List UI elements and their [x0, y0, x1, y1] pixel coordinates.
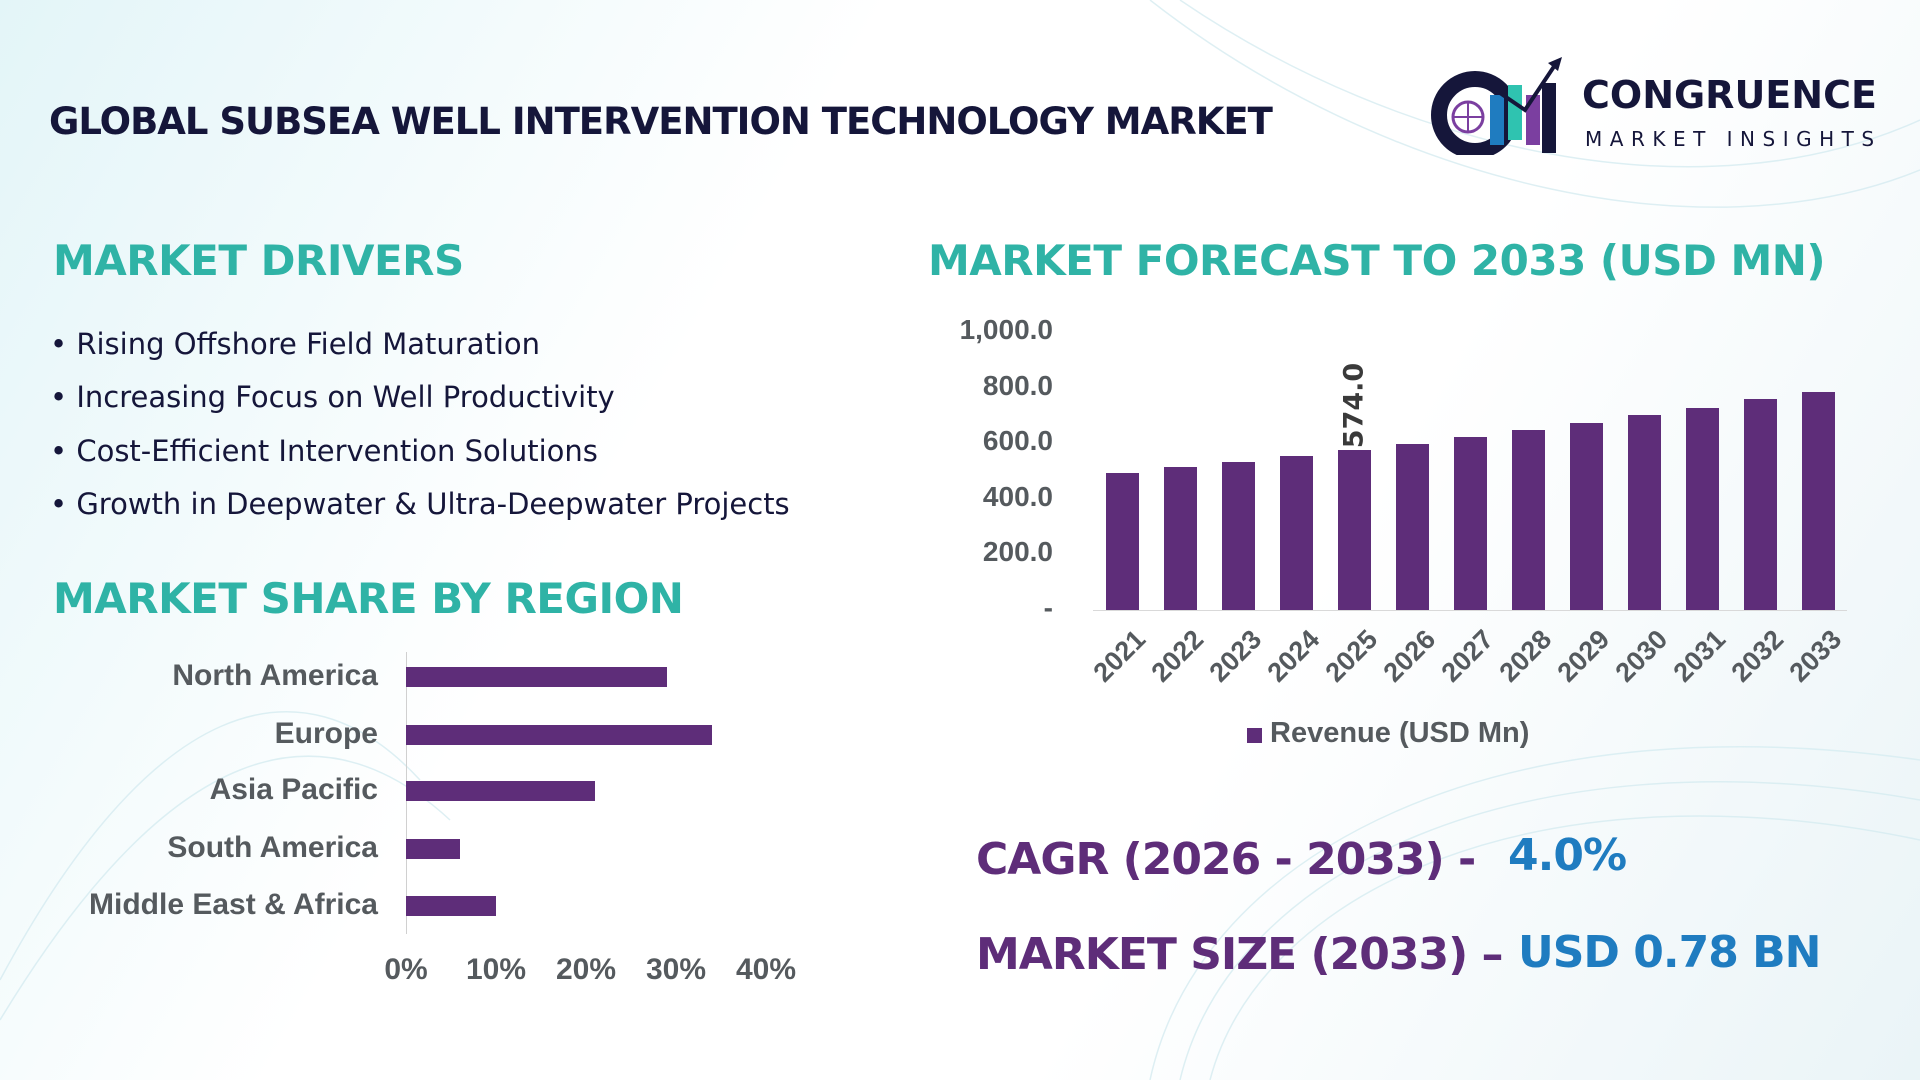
- forecast-bar: [1279, 455, 1313, 610]
- forecast-bar: [1627, 414, 1661, 610]
- data-label: 574.0: [1338, 363, 1370, 449]
- logo-name: CONGRUENCE: [1582, 73, 1877, 117]
- market-size-label: MARKET SIZE (2033) –: [976, 929, 1504, 980]
- x-tick-label: 0%: [384, 953, 428, 986]
- region-label: Middle East & Africa: [89, 888, 378, 921]
- forecast-heading: MARKET FORECAST TO 2033 (USD MN): [928, 236, 1826, 285]
- logo: CONGRUENCE MARKET INSIGHTS: [1430, 55, 1900, 155]
- cagr-value: 4.0%: [1508, 830, 1627, 881]
- forecast-bar: [1801, 391, 1835, 610]
- forecast-bar: [1337, 450, 1371, 610]
- x-tick-label: 10%: [465, 953, 527, 986]
- region-label: Asia Pacific: [209, 773, 378, 806]
- forecast-bar: [1163, 466, 1197, 610]
- forecast-bar: [1105, 472, 1139, 610]
- forecast-bar: [1569, 422, 1603, 610]
- y-tick-label: 1,000.0: [959, 314, 1053, 345]
- y-tick-label: 800.0: [982, 369, 1053, 401]
- region-bar: [406, 896, 496, 916]
- x-tick-label: 20%: [555, 953, 617, 986]
- region-bar: [406, 839, 460, 859]
- y-tick-label: 400.0: [982, 480, 1053, 512]
- region-label: South America: [167, 831, 378, 864]
- logo-tagline: MARKET INSIGHTS: [1585, 127, 1882, 151]
- forecast-bar: [1743, 398, 1777, 610]
- forecast-bar: [1453, 436, 1487, 610]
- forecast-bar: [1511, 429, 1545, 610]
- region-label: North America: [172, 659, 378, 692]
- driver-item: • Cost-Efficient Intervention Solutions: [50, 434, 598, 468]
- legend-swatch: [1247, 728, 1262, 743]
- x-tick-label: 30%: [645, 953, 707, 986]
- page-title: GLOBAL SUBSEA WELL INTERVENTION TECHNOLO…: [49, 100, 1273, 143]
- drivers-heading: MARKET DRIVERS: [53, 236, 464, 285]
- forecast-bar: [1685, 407, 1719, 610]
- driver-item: • Growth in Deepwater & Ultra-Deepwater …: [50, 487, 790, 521]
- y-tick-label: -: [1043, 592, 1053, 623]
- driver-item: • Increasing Focus on Well Productivity: [50, 380, 615, 414]
- driver-item: • Rising Offshore Field Maturation: [50, 327, 541, 361]
- region-bar: [406, 781, 595, 801]
- logo-mark-icon: [1431, 57, 1562, 155]
- axis-baseline: [1093, 610, 1847, 611]
- y-tick-label: 600.0: [982, 425, 1053, 457]
- x-tick-label: 40%: [735, 953, 797, 986]
- forecast-bar: [1221, 461, 1255, 610]
- forecast-bar: [1395, 443, 1429, 610]
- y-tick-label: 200.0: [982, 536, 1053, 568]
- region-label: Europe: [274, 717, 378, 750]
- region-heading: MARKET SHARE BY REGION: [53, 574, 684, 623]
- market-size-value: USD 0.78 BN: [1518, 927, 1821, 978]
- legend-label: Revenue (USD Mn): [1270, 717, 1530, 749]
- region-bar: [406, 667, 667, 687]
- cagr-label: CAGR (2026 - 2033) -: [976, 834, 1476, 885]
- region-bar: [406, 725, 712, 745]
